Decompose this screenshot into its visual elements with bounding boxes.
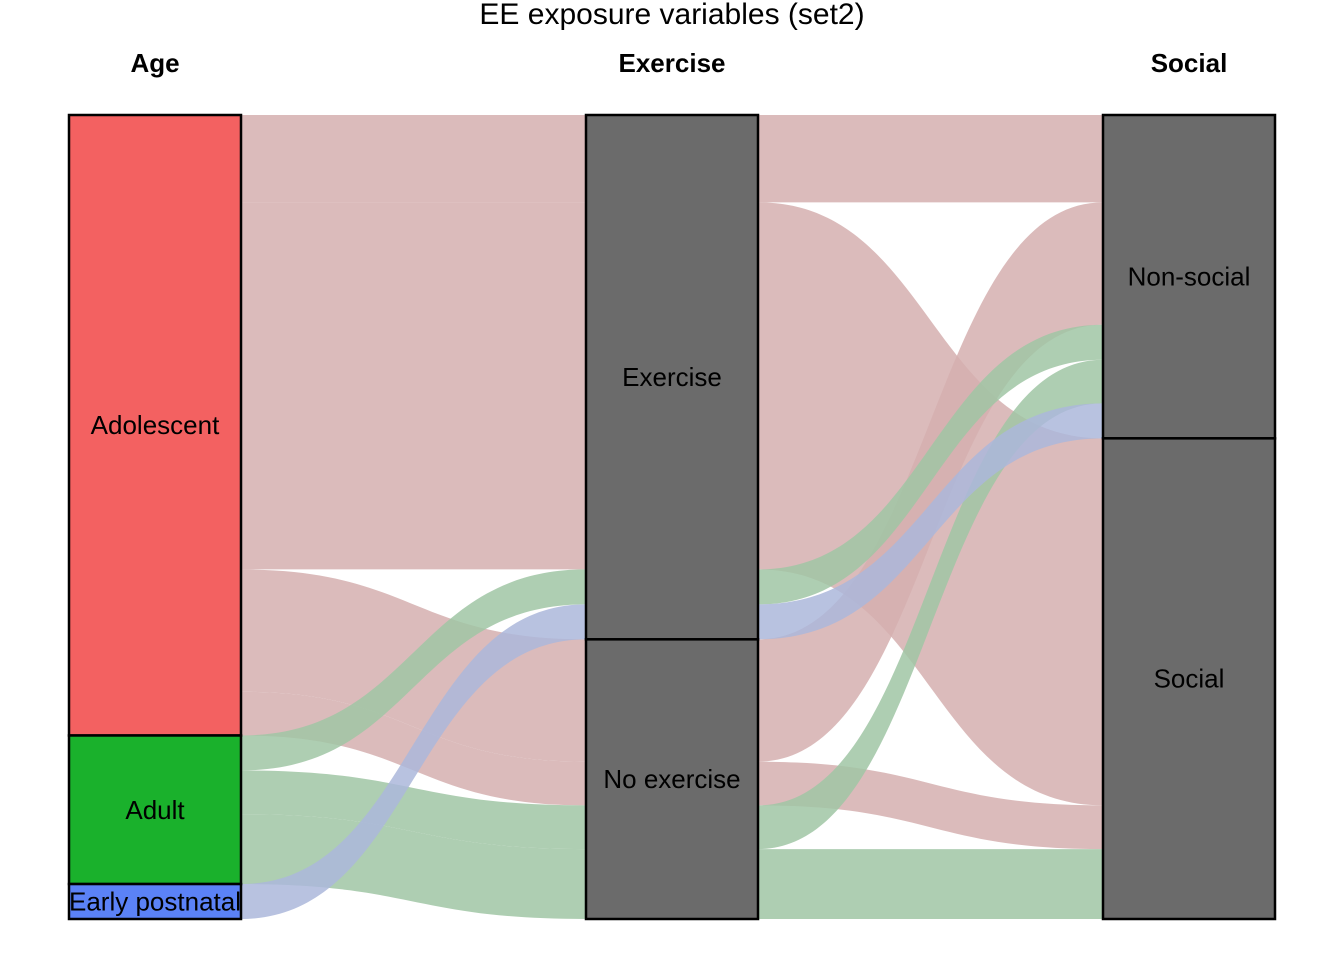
flow-early-postnatal-exercise-non-social-seg1 (241, 604, 586, 919)
flow-adolescent-exercise-non-social-seg1 (241, 115, 586, 203)
flow-adult-no-exercise-social-seg2 (758, 849, 1103, 919)
flow-adolescent-exercise-non-social-seg2 (758, 115, 1103, 203)
flow-adult-no-exercise-non-social-seg1 (241, 770, 586, 850)
flow-adolescent-no-exercise-non-social-seg2 (758, 202, 1103, 762)
stratum-label-exercise: Exercise (622, 362, 722, 392)
axis-label-social: Social (1151, 48, 1228, 78)
stratum-label-adult: Adult (125, 795, 185, 825)
flow-adult-exercise-non-social-seg1 (241, 569, 586, 771)
stratum-adolescent (67, 113, 243, 737)
stratum-exercise (584, 113, 760, 641)
chart-title: EE exposure variables (set2) (479, 0, 864, 31)
axis-label-age: Age (130, 48, 179, 78)
stratum-label-no-exercise: No exercise (603, 764, 740, 794)
stratum-social (1101, 437, 1277, 921)
flows-layer (241, 115, 1103, 919)
flow-adult-exercise-non-social-seg2 (758, 324, 1103, 605)
stratum-non-social (1101, 113, 1277, 440)
flow-adolescent-exercise-social-seg1 (241, 202, 586, 570)
flow-adult-no-exercise-social-seg1 (241, 814, 586, 919)
flow-adult-no-exercise-non-social-seg2 (758, 359, 1103, 850)
flow-early-postnatal-exercise-non-social-seg2 (758, 403, 1103, 640)
stratum-label-non-social: Non-social (1128, 262, 1251, 292)
axis-label-exercise: Exercise (619, 48, 726, 78)
stratum-no-exercise (584, 638, 760, 921)
stratum-adult (67, 734, 243, 886)
stratum-label-early-postnatal: Early postnatal (69, 887, 241, 917)
strata-layer: Adolescent Adult Early postnatal Exercise No… (67, 113, 1277, 921)
stratum-label-social: Social (1154, 664, 1225, 694)
stratum-label-adolescent: Adolescent (91, 410, 220, 440)
stratum-early-postnatal (67, 882, 243, 921)
